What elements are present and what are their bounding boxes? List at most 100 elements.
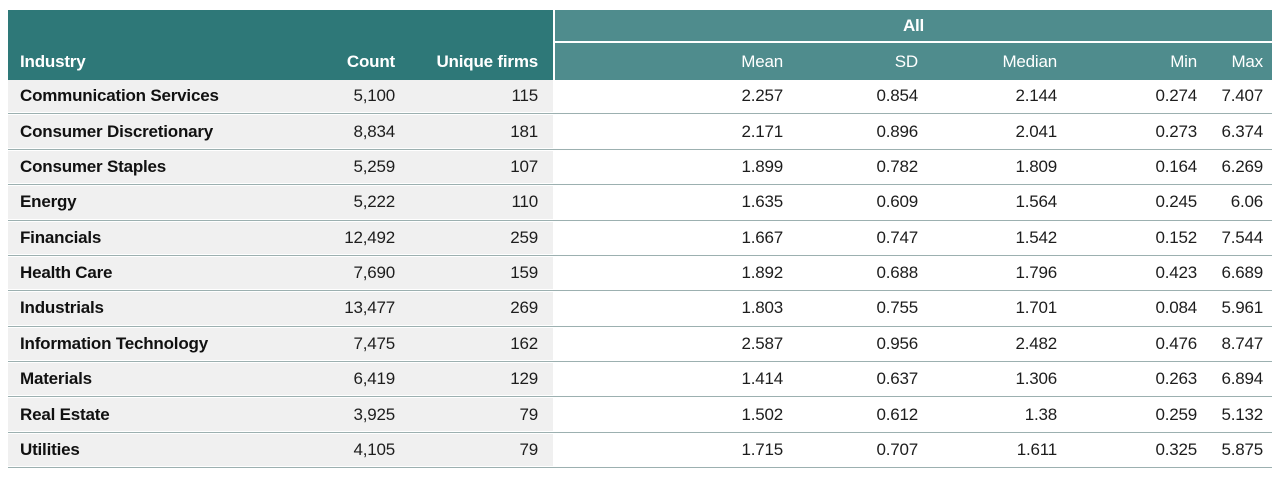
cell-max: 6.06: [1230, 192, 1263, 212]
row-right-section: 1.899 0.782 1.809 0.164 6.269: [553, 150, 1272, 184]
row-left-section: Materials 6,419 129: [8, 363, 553, 396]
row-divider: [8, 253, 1272, 257]
industry-stats-table: Industry Count Unique firms All Mean SD …: [8, 10, 1272, 470]
cell-mean: 1.635: [741, 192, 783, 212]
table-header: Industry Count Unique firms All Mean SD …: [8, 10, 1272, 80]
table-row: Consumer Staples 5,259 107 1.899 0.782 1.809 0…: [8, 150, 1272, 184]
row-right-section: 2.587 0.956 2.482 0.476 8.747: [553, 327, 1272, 361]
cell-industry: Materials: [20, 369, 92, 389]
row-right-section: 1.667 0.747 1.542 0.152 7.544: [553, 221, 1272, 254]
table-row: Industrials 13,477 269 1.803 0.755 1.701 0.084…: [8, 292, 1272, 325]
group-header-underline: [555, 41, 1272, 43]
cell-median: 1.306: [1015, 369, 1057, 389]
table-row: Health Care 7,690 159 1.892 0.688 1.796 0.423 6…: [8, 256, 1272, 290]
row-right-section: 2.171 0.896 2.041 0.273 6.374: [553, 115, 1272, 148]
row-right-section: 1.715 0.707 1.611 0.325 5.875: [553, 433, 1272, 467]
cell-industry: Health Care: [20, 263, 113, 283]
cell-sd: 0.854: [876, 86, 918, 106]
row-divider: [8, 324, 1272, 328]
row-left-section: Information Technology 7,475 162: [8, 327, 553, 361]
cell-median: 2.041: [1015, 121, 1057, 141]
row-left-section: Utilities 4,105 79: [8, 433, 553, 467]
cell-sd: 0.755: [876, 298, 918, 318]
cell-unique-firms: 259: [510, 227, 538, 247]
cell-max: 5.875: [1221, 439, 1263, 459]
row-divider: [8, 395, 1272, 399]
cell-median: 1.796: [1015, 263, 1057, 283]
cell-max: 8.747: [1221, 333, 1263, 353]
cell-max: 5.132: [1221, 404, 1263, 424]
cell-unique-firms: 79: [519, 439, 538, 459]
cell-mean: 1.892: [741, 263, 783, 283]
cell-min: 0.259: [1155, 404, 1197, 424]
row-left-section: Energy 5,222 110: [8, 186, 553, 219]
table-body: Communication Services 5,100 115 2.257 0.854…: [8, 80, 1272, 470]
cell-unique-firms: 79: [519, 404, 538, 424]
cell-unique-firms: 181: [510, 121, 538, 141]
column-header-sd: SD: [894, 51, 918, 71]
cell-count: 7,475: [353, 333, 395, 353]
cell-median: 1.701: [1015, 298, 1057, 318]
cell-industry: Communication Services: [20, 86, 219, 106]
cell-min: 0.423: [1155, 263, 1197, 283]
column-header-unique-firms: Unique firms: [436, 51, 538, 71]
cell-count: 5,100: [353, 86, 395, 106]
table-header-left: Industry Count Unique firms: [8, 10, 553, 80]
cell-unique-firms: 162: [510, 333, 538, 353]
cell-count: 5,259: [353, 156, 395, 176]
cell-sd: 0.688: [876, 263, 918, 283]
table-row: Utilities 4,105 79 1.715 0.707 1.611 0.325 5.87…: [8, 433, 1272, 467]
cell-min: 0.245: [1155, 192, 1197, 212]
cell-count: 13,477: [344, 298, 395, 318]
cell-min: 0.084: [1155, 298, 1197, 318]
column-header-count: Count: [346, 51, 395, 71]
cell-max: 7.407: [1221, 86, 1263, 106]
row-right-section: 1.414 0.637 1.306 0.263 6.894: [553, 363, 1272, 396]
cell-max: 5.961: [1221, 298, 1263, 318]
cell-industry: Consumer Discretionary: [20, 121, 214, 141]
cell-mean: 1.667: [741, 227, 783, 247]
cell-sd: 0.747: [876, 227, 918, 247]
cell-count: 7,690: [353, 263, 395, 283]
cell-sd: 0.956: [876, 333, 918, 353]
row-left-section: Real Estate 3,925 79: [8, 398, 553, 431]
cell-mean: 1.502: [741, 404, 783, 424]
cell-unique-firms: 129: [510, 369, 538, 389]
cell-unique-firms: 107: [510, 156, 538, 176]
cell-mean: 1.899: [741, 156, 783, 176]
cell-min: 0.164: [1155, 156, 1197, 176]
row-divider: [8, 430, 1272, 434]
cell-median: 1.38: [1024, 404, 1057, 424]
row-right-section: 1.502 0.612 1.38 0.259 5.132: [553, 398, 1272, 431]
cell-industry: Financials: [20, 227, 102, 247]
cell-count: 3,925: [353, 404, 395, 424]
cell-unique-firms: 159: [510, 263, 538, 283]
row-left-section: Health Care 7,690 159: [8, 256, 553, 290]
table-row: Financials 12,492 259 1.667 0.747 1.542 0.152 7…: [8, 221, 1272, 254]
cell-sd: 0.612: [876, 404, 918, 424]
header-gap-divider: [553, 10, 555, 80]
table-row: Real Estate 3,925 79 1.502 0.612 1.38 0.259 5.1…: [8, 398, 1272, 431]
cell-count: 4,105: [353, 439, 395, 459]
cell-mean: 1.414: [741, 369, 783, 389]
cell-industry: Real Estate: [20, 404, 110, 424]
column-header-median: Median: [1002, 51, 1057, 71]
group-header-all: All: [902, 15, 925, 35]
cell-count: 6,419: [353, 369, 395, 389]
cell-unique-firms: 115: [511, 86, 538, 106]
cell-mean: 1.803: [741, 298, 783, 318]
row-divider: [8, 360, 1272, 363]
cell-min: 0.476: [1155, 333, 1197, 353]
cell-median: 1.611: [1016, 439, 1057, 459]
column-header-mean: Mean: [741, 51, 783, 71]
row-left-section: Industrials 13,477 269: [8, 292, 553, 325]
table-header-right: All Mean SD Median Min Max: [555, 10, 1272, 80]
stat-subheader-row: Mean SD Median Min Max: [555, 43, 1272, 80]
cell-sd: 0.637: [876, 369, 918, 389]
row-left-section: Communication Services 5,100 115: [8, 80, 553, 113]
cell-median: 2.144: [1015, 86, 1057, 106]
cell-max: 6.689: [1221, 263, 1263, 283]
cell-min: 0.274: [1155, 86, 1197, 106]
cell-median: 2.482: [1015, 333, 1057, 353]
